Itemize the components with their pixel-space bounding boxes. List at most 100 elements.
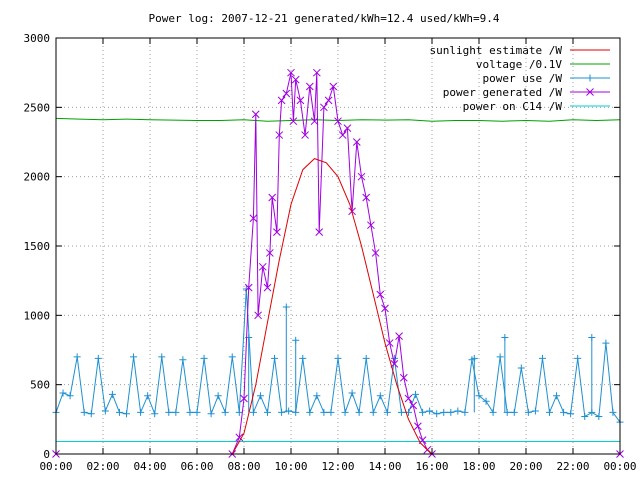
data-point — [327, 408, 335, 416]
data-point — [397, 408, 405, 416]
data-point — [383, 408, 391, 416]
data-point — [412, 390, 420, 398]
legend-item-power-use-w: power use /W — [483, 72, 610, 85]
data-point — [151, 410, 159, 418]
data-point — [240, 394, 248, 403]
data-point — [249, 408, 257, 416]
x-tick-label: 08:00 — [227, 460, 260, 473]
series-power-use-w — [52, 285, 624, 426]
y-tick-label: 0 — [43, 448, 50, 461]
data-point — [221, 408, 229, 416]
x-tick-label: 12:00 — [321, 460, 354, 473]
legend-item-sunlight-estimate-w: sunlight estimate /W — [430, 44, 610, 57]
data-point — [108, 390, 116, 398]
data-point — [313, 392, 321, 400]
data-point — [369, 408, 377, 416]
data-point — [343, 124, 352, 132]
data-point — [334, 117, 342, 126]
x-axis: 00:00 02:00 04:00 06:00 08:00 10:00 12:00 14:00… — [39, 38, 637, 473]
data-point — [282, 89, 291, 98]
data-point — [179, 356, 187, 364]
data-point — [256, 392, 264, 400]
x-tick-label: 20:00 — [509, 460, 542, 473]
data-point — [357, 172, 366, 181]
data-point — [546, 408, 553, 416]
x-tick-label: 04:00 — [133, 460, 166, 473]
y-tick-label: 3000 — [24, 32, 51, 45]
data-point — [517, 364, 525, 372]
legend-label: power on C14 /W — [463, 100, 563, 113]
data-point — [320, 408, 328, 416]
data-point — [137, 408, 145, 416]
data-point — [531, 407, 539, 415]
data-point — [567, 410, 575, 418]
data-point — [447, 408, 455, 416]
data-point — [94, 354, 102, 362]
data-point — [186, 408, 194, 416]
data-point — [371, 249, 380, 257]
data-point — [433, 410, 441, 418]
legend-marker — [586, 74, 594, 82]
data-point — [310, 117, 319, 126]
data-point — [376, 392, 384, 400]
data-point — [268, 193, 277, 202]
data-point — [144, 392, 152, 400]
data-point — [414, 422, 422, 431]
data-point — [348, 389, 356, 397]
data-point — [214, 392, 222, 400]
y-tick-label: 1000 — [24, 309, 51, 322]
data-point — [595, 413, 603, 421]
data-point — [66, 392, 74, 400]
data-point — [581, 413, 589, 421]
data-point — [277, 96, 286, 105]
legend-label: power use /W — [483, 72, 563, 85]
data-point — [390, 354, 398, 362]
data-point — [501, 334, 509, 342]
data-point — [362, 354, 370, 362]
data-point — [249, 214, 258, 223]
data-point — [376, 290, 385, 299]
data-point — [602, 339, 610, 347]
data-point — [123, 410, 130, 418]
y-tick-label: 1500 — [24, 240, 51, 253]
data-point — [289, 117, 298, 126]
legend-item-power-on-c14-w: power on C14 /W — [463, 100, 610, 113]
data-point — [419, 408, 427, 416]
data-point — [265, 249, 274, 257]
data-point — [271, 354, 279, 362]
data-point — [305, 82, 314, 91]
data-point — [296, 96, 305, 105]
data-point — [404, 394, 413, 403]
legend-label: voltage /0.1V — [476, 58, 562, 71]
data-point — [207, 410, 215, 418]
data-point — [489, 408, 497, 416]
data-point — [264, 408, 271, 416]
data-point — [560, 408, 568, 416]
data-point — [172, 408, 180, 416]
data-point — [228, 353, 236, 361]
legend-item-voltage-0-1v: voltage /0.1V — [476, 58, 610, 71]
data-point — [158, 353, 166, 361]
data-point — [292, 336, 300, 344]
gridlines — [56, 38, 620, 454]
data-point — [440, 408, 448, 416]
x-tick-label: 22:00 — [556, 460, 589, 473]
data-point — [320, 103, 328, 112]
data-point — [301, 131, 309, 139]
y-tick-label: 2000 — [24, 171, 51, 184]
data-point — [553, 392, 561, 400]
legend-label: sunlight estimate /W — [430, 44, 563, 57]
y-axis: 0 500 1000 1500 2000 2500 3000 — [24, 32, 620, 461]
x-tick-label: 14:00 — [368, 460, 401, 473]
data-point — [355, 408, 363, 416]
x-tick-label: 00:00 — [39, 460, 72, 473]
data-point — [193, 408, 201, 416]
y-tick-label: 500 — [30, 379, 50, 392]
data-point — [254, 311, 262, 320]
data-point — [470, 354, 478, 362]
legend-label: power generated /W — [443, 86, 563, 99]
data-point — [510, 408, 518, 416]
